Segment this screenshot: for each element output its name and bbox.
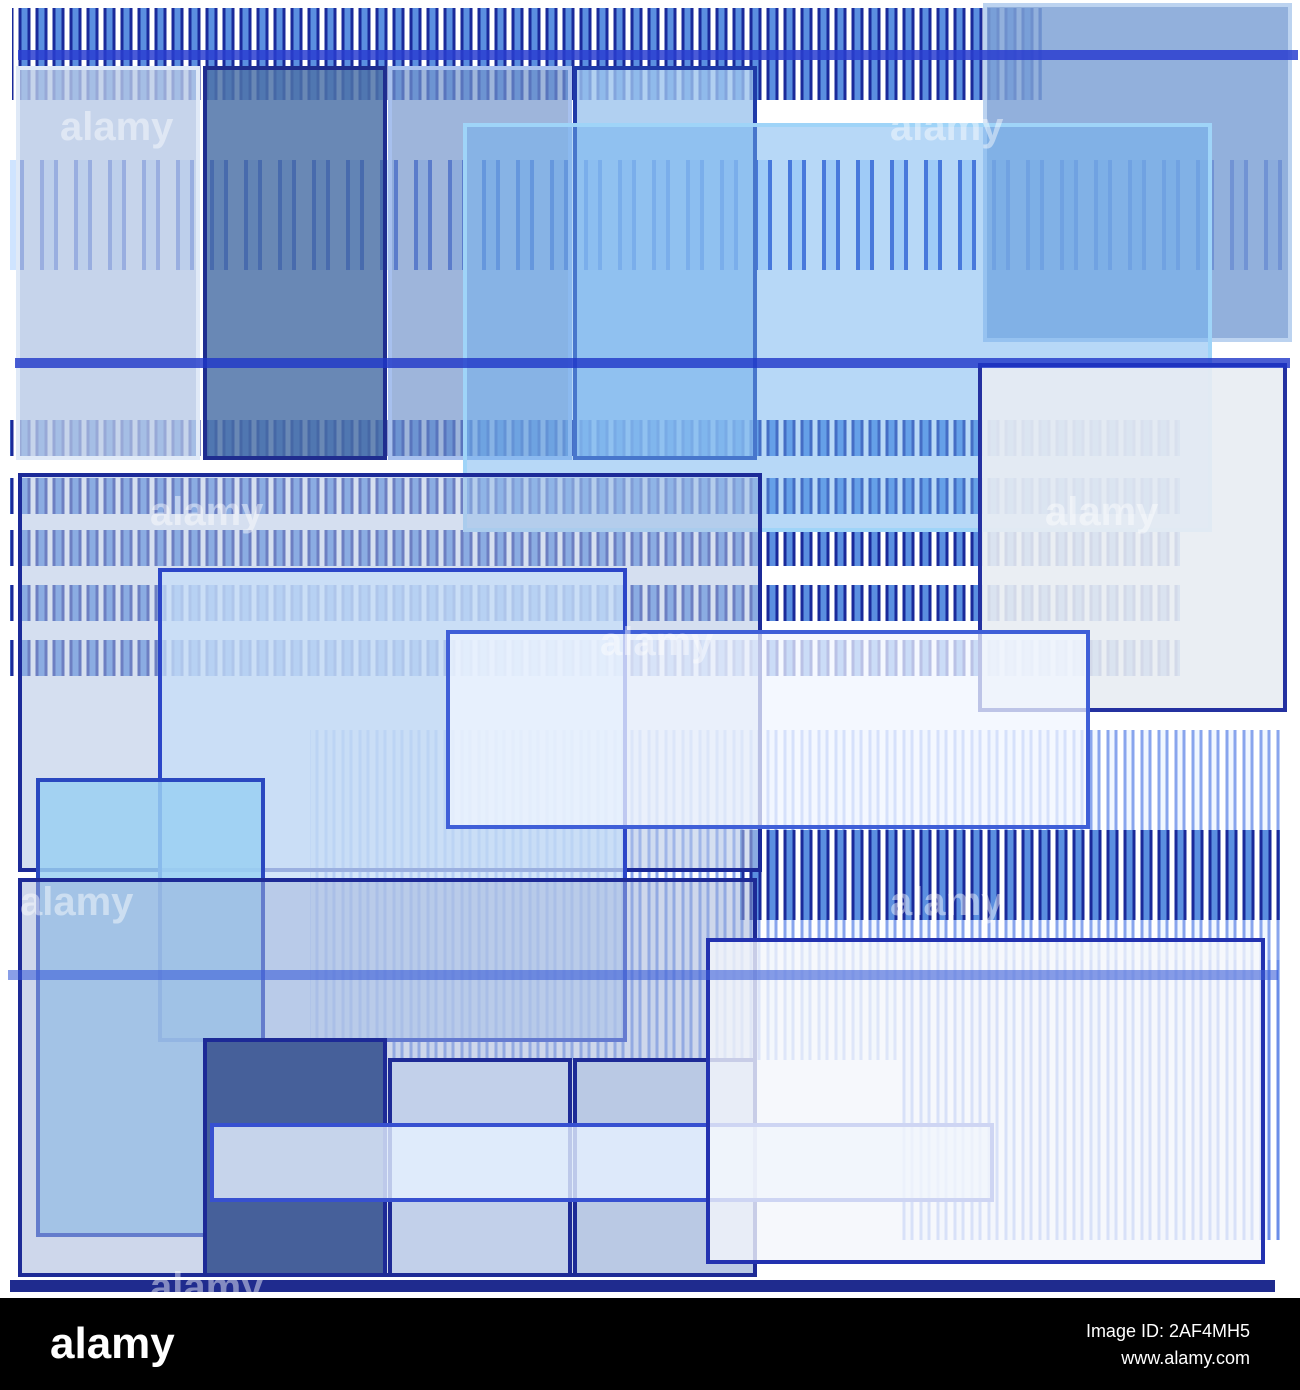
watermark: alamy bbox=[20, 880, 134, 924]
footer-url: www.alamy.com bbox=[1120, 1348, 1250, 1368]
footer: alamy Image ID: 2AF4MH5 www.alamy.com bbox=[0, 1298, 1300, 1390]
footer-logo: alamy bbox=[50, 1319, 175, 1368]
watermark: alamy bbox=[150, 490, 264, 534]
image-id: Image ID: 2AF4MH5 bbox=[1086, 1321, 1250, 1341]
watermark: alamy bbox=[1045, 490, 1159, 534]
blocks bbox=[16, 3, 1292, 1277]
lines bbox=[8, 50, 1298, 1292]
watermarks: alamy alamy alamy alamy alamy alamy alam… bbox=[20, 105, 1159, 1309]
watermark: alamy bbox=[890, 105, 1004, 149]
watermark: alamy bbox=[60, 105, 174, 149]
watermark: alamy bbox=[890, 880, 1004, 924]
watermark: alamy bbox=[600, 620, 714, 664]
